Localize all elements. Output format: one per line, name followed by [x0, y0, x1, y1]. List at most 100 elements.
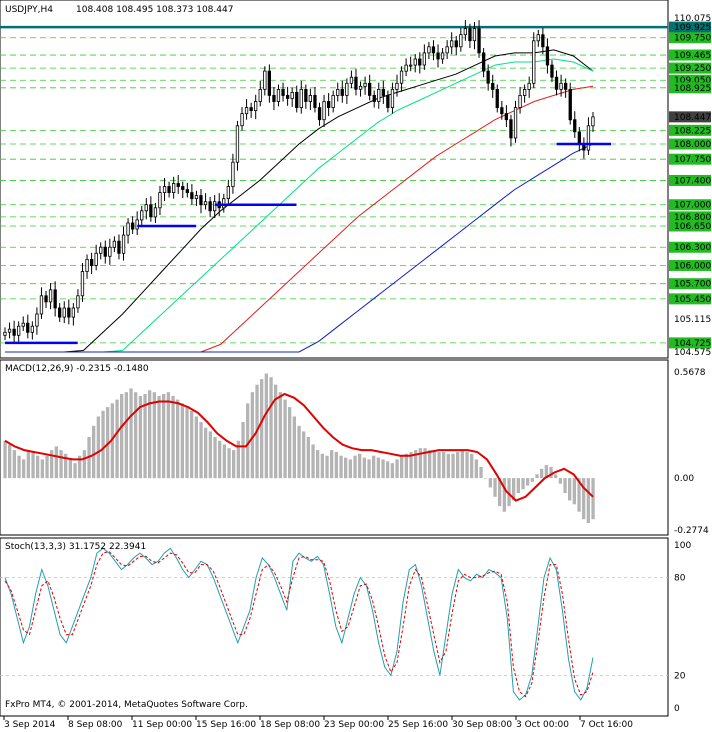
- macd-bar-71: [334, 452, 338, 479]
- macd-bar-38: [180, 403, 184, 479]
- macd-bar-53: [250, 392, 254, 479]
- candle-body-9: [44, 295, 48, 303]
- macd-bar-48: [227, 448, 231, 479]
- price-tag-bg-20: [669, 337, 711, 349]
- macd-bar-19: [92, 425, 96, 479]
- macd-bar-32: [152, 392, 156, 479]
- candle-body-109: [500, 107, 504, 115]
- candle-body-121: [554, 76, 559, 90]
- price-tick-label-2: 109.750: [674, 34, 711, 44]
- price-tag-bg-8: [669, 124, 711, 136]
- candle-body-41: [190, 192, 194, 200]
- macd-bar-95: [446, 453, 450, 479]
- candle-body-2: [12, 328, 16, 336]
- candle-body-92: [422, 52, 427, 66]
- macd-bar-105: [493, 478, 497, 497]
- candle-body-30: [140, 210, 144, 221]
- candle-body-49: [226, 186, 231, 200]
- candles[interactable]: [3, 20, 595, 344]
- macd-bar-85: [400, 455, 404, 479]
- price-tick-label-5: 109.050: [674, 76, 711, 86]
- macd-bar-49: [232, 450, 236, 479]
- candle-body-99: [454, 40, 458, 48]
- macd-bar-124: [582, 478, 586, 520]
- macd-bar-115: [540, 468, 544, 479]
- price-tag-bg-11: [669, 174, 711, 186]
- candle-body-71: [326, 101, 331, 108]
- macd-bar-102: [479, 466, 483, 479]
- time-tick-label-0: 3 Sep 2014: [4, 720, 56, 730]
- price-tag-bg-2: [669, 32, 711, 44]
- candle-body-103: [472, 28, 477, 42]
- price-tag-bg-4: [669, 62, 711, 74]
- candle-body-88: [404, 64, 408, 72]
- macd-bar-11: [54, 446, 58, 479]
- macd-bar-117: [549, 466, 553, 479]
- macd-bar-72: [339, 455, 343, 479]
- candle-body-38: [176, 183, 180, 187]
- macd-bar-16: [78, 455, 82, 479]
- candle-body-101: [463, 28, 468, 36]
- candle-body-39: [181, 186, 185, 190]
- macd-bar-100: [470, 453, 474, 479]
- candle-body-63: [290, 92, 294, 99]
- price-tick-label-8: 108.225: [674, 126, 711, 136]
- price-tag-bg-6: [669, 82, 711, 94]
- macd-bar-21: [101, 410, 105, 479]
- price-tag-bg-3: [669, 49, 711, 61]
- candle-body-86: [395, 82, 399, 90]
- candle-body-90: [413, 58, 417, 66]
- price-tag-bg-15: [669, 241, 711, 253]
- macd-tick-label-1: 0.00: [674, 474, 694, 484]
- candle-body-32: [149, 204, 153, 218]
- price-tick-label-6: 108.925: [674, 84, 711, 94]
- macd-bar-114: [535, 474, 539, 479]
- macd-bar-68: [320, 453, 324, 479]
- candle-body-69: [317, 107, 322, 121]
- candle-body-98: [449, 40, 454, 48]
- candle-body-80: [367, 82, 372, 96]
- price-tag-bg-9: [669, 138, 711, 150]
- candle-body-120: [550, 64, 554, 78]
- stoch-axis: 100 80 20 0: [674, 541, 691, 714]
- copyright-text: FxPro MT4, © 2001-2014, MetaQuotes Softw…: [5, 700, 248, 710]
- macd-bar-9: [45, 455, 49, 479]
- macd-bar-8: [40, 459, 44, 479]
- candle-body-83: [381, 89, 386, 96]
- candle-body-25: [117, 240, 121, 254]
- time-tick-label-9: 7 Oct 16:00: [580, 720, 633, 730]
- price-tick-label-21: 104.575: [674, 348, 711, 358]
- time-axis: 3 Sep 2014 8 Sep 08:00 11 Sep 00:00 15 Sep …: [3, 716, 633, 730]
- candle-body-51: [235, 125, 240, 163]
- candle-body-129: [591, 116, 595, 127]
- price-tag-bg-5: [669, 74, 711, 86]
- macd-bar-78: [367, 459, 371, 479]
- candle-body-124: [568, 89, 572, 121]
- candle-body-36: [167, 186, 171, 193]
- price-tick-label-16: 106.000: [674, 261, 711, 271]
- candle-body-104: [477, 28, 481, 54]
- candle-body-17: [80, 271, 85, 297]
- candle-body-59: [272, 95, 276, 102]
- stochastic-lines: [0, 547, 668, 701]
- macd-bar-111: [521, 478, 525, 490]
- stoch-series-0: [4, 547, 594, 701]
- stoch-series-1: [4, 550, 594, 698]
- macd-bar-6: [31, 452, 35, 479]
- candle-body-56: [258, 89, 262, 102]
- candle-body-31: [144, 204, 148, 212]
- candle-body-48: [222, 198, 226, 209]
- candle-body-94: [431, 46, 436, 54]
- macd-bar-73: [344, 457, 348, 479]
- macd-bar-30: [143, 394, 147, 479]
- candle-body-19: [90, 258, 94, 266]
- macd-bar-108: [507, 478, 511, 507]
- candle-body-24: [112, 240, 116, 248]
- price-tick-label-10: 107.750: [674, 155, 711, 165]
- support-lines[interactable]: [5, 142, 611, 345]
- candle-body-11: [53, 289, 57, 309]
- macd-bar-77: [362, 457, 366, 479]
- price-tick-label-20: 104.725: [674, 339, 711, 349]
- macd-bar-92: [432, 450, 436, 479]
